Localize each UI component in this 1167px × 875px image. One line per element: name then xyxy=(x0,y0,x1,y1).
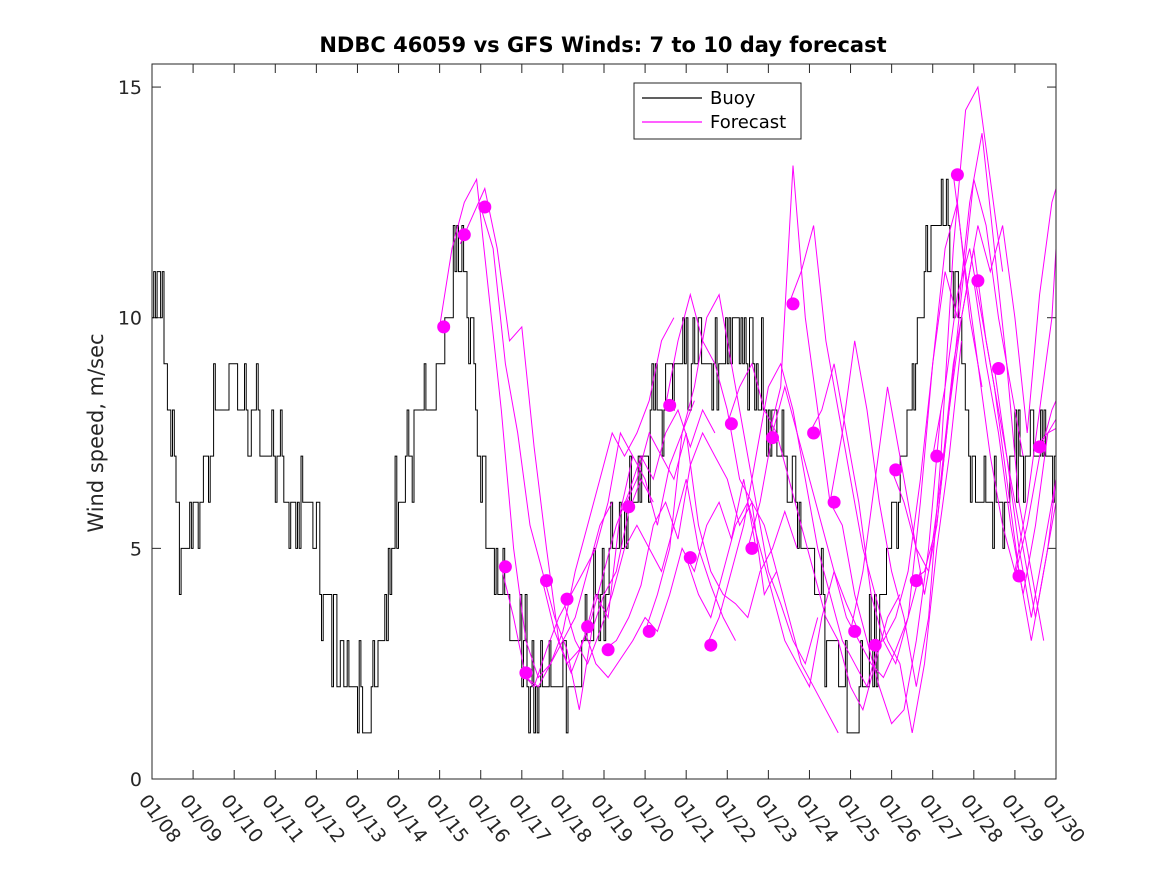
forecast-start-marker xyxy=(683,551,697,565)
forecast-series-line xyxy=(521,400,695,688)
forecast-start-marker xyxy=(992,362,1005,375)
buoy-series-line xyxy=(152,178,1056,734)
forecast-start-marker xyxy=(478,200,492,214)
y-tick-label: 5 xyxy=(130,538,142,560)
forecast-start-marker xyxy=(437,320,451,334)
forecast-start-marker xyxy=(642,624,656,638)
forecast-start-marker xyxy=(622,500,636,514)
forecast-series-line xyxy=(726,362,901,712)
forecast-start-marker xyxy=(1012,569,1026,583)
forecast-series-line xyxy=(1014,400,1056,577)
forecast-start-marker xyxy=(971,274,985,288)
forecast-series-line xyxy=(870,133,1045,646)
forecast-series-line xyxy=(644,293,819,666)
forecast-series-line xyxy=(685,500,860,689)
forecast-series-line xyxy=(829,85,1004,687)
plot-area: 05101501/0801/0901/1001/1101/1201/1301/1… xyxy=(118,63,1089,847)
forecast-start-marker xyxy=(889,463,903,477)
forecast-start-marker xyxy=(868,638,882,652)
forecast-start-marker xyxy=(663,398,677,412)
chart-title: NDBC 46059 vs GFS Winds: 7 to 10 day for… xyxy=(319,33,886,57)
forecast-start-marker xyxy=(786,297,800,311)
forecast-series-line xyxy=(706,362,880,689)
forecast-start-marker xyxy=(601,643,615,657)
forecast-start-marker xyxy=(807,426,821,440)
forecast-start-marker xyxy=(848,624,862,638)
forecast-series-line xyxy=(439,177,613,679)
forecast-start-marker xyxy=(950,168,964,182)
forecast-series-line xyxy=(480,206,654,710)
forecast-start-marker xyxy=(498,560,512,574)
forecast-start-marker xyxy=(560,592,574,606)
forecast-series-line xyxy=(665,292,839,734)
legend-forecast-label: Forecast xyxy=(710,112,786,133)
legend-box xyxy=(633,82,802,140)
forecast-series-line xyxy=(624,431,798,619)
forecast-series-line xyxy=(747,384,921,679)
forecast-series-line xyxy=(993,368,1056,618)
forecast-start-marker xyxy=(519,666,533,680)
forecast-series-line xyxy=(952,174,1056,572)
forecast-start-marker xyxy=(909,574,923,588)
y-tick-label: 10 xyxy=(118,308,142,330)
forecast-start-marker xyxy=(704,638,718,652)
y-tick-label: 0 xyxy=(130,769,142,791)
forecast-start-marker xyxy=(457,228,471,242)
legend: Buoy Forecast xyxy=(633,82,802,140)
axes-box xyxy=(151,63,1057,780)
y-axis-label: Wind speed, m/sec xyxy=(84,333,108,532)
forecast-start-marker xyxy=(1033,440,1047,454)
axes-frame xyxy=(151,63,1057,780)
forecast-start-marker xyxy=(930,449,944,463)
forecast-series-line xyxy=(583,479,757,679)
forecast-start-marker xyxy=(766,431,779,445)
forecast-start-marker xyxy=(827,495,841,509)
forecast-start-marker xyxy=(581,620,595,634)
y-tick-label: 15 xyxy=(118,77,142,99)
forecast-series-line xyxy=(932,248,1056,641)
forecast-series-line xyxy=(891,188,1056,574)
forecast-series-line xyxy=(788,225,962,733)
forecast-series-line xyxy=(500,317,675,688)
forecast-start-marker xyxy=(724,417,738,431)
series-group xyxy=(152,85,1056,734)
forecast-series-line xyxy=(809,202,983,666)
forecast-start-marker xyxy=(745,541,759,555)
legend-buoy-label: Buoy xyxy=(710,88,756,109)
forecast-start-marker xyxy=(540,574,553,588)
